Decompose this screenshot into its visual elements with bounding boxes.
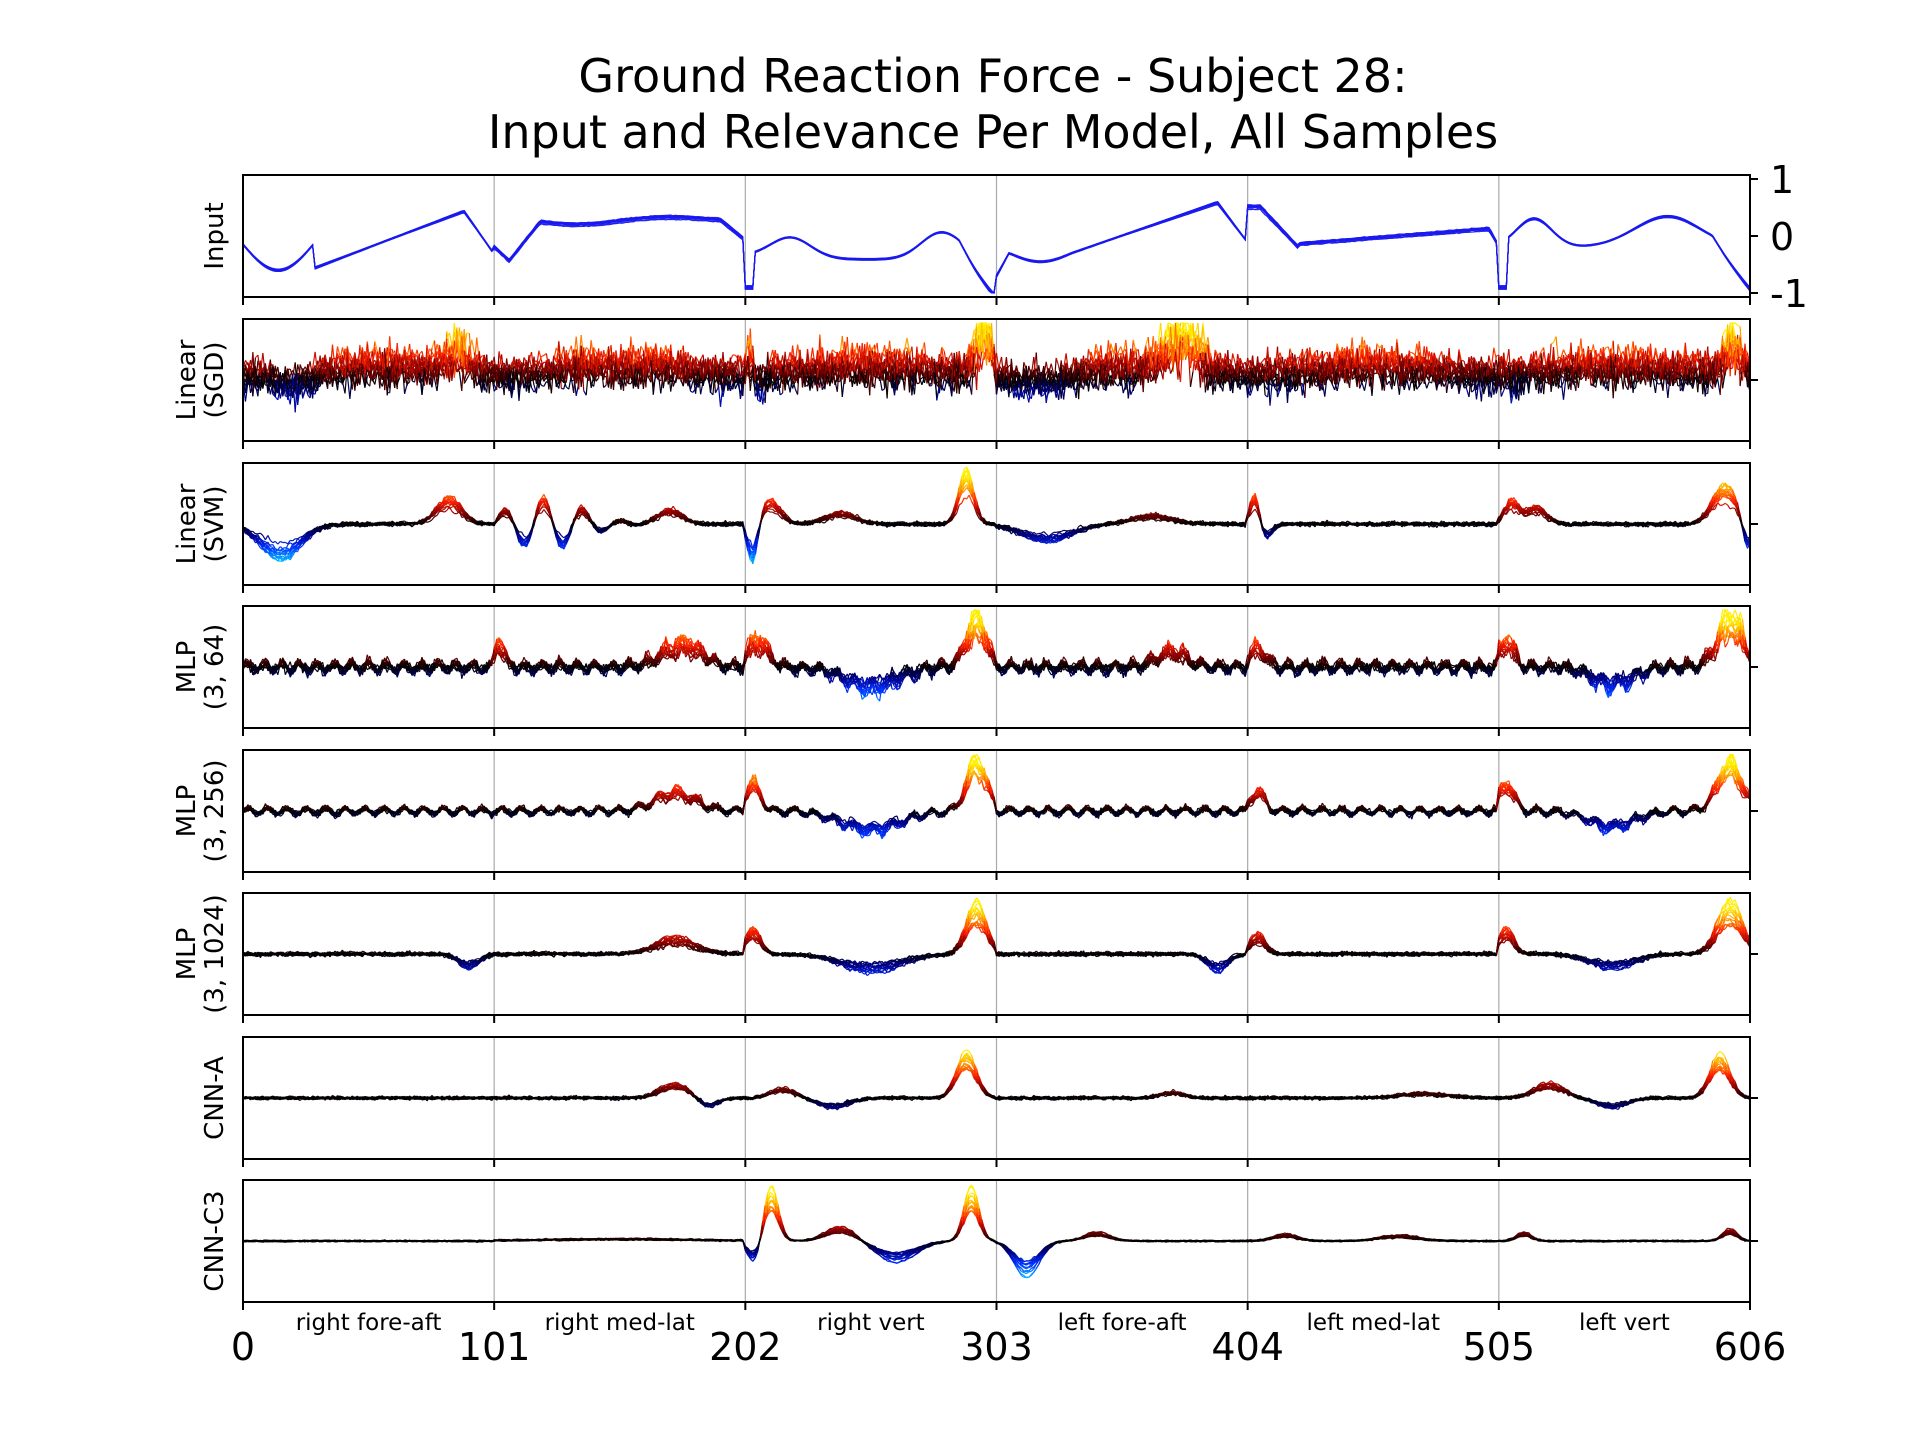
y-tick-label: 1	[1770, 158, 1794, 202]
relevance-segment	[532, 388, 535, 393]
relevance-segment	[1387, 376, 1390, 378]
panel-linear-sgd: Linear(SGD)	[172, 319, 1758, 449]
panel-label-input: Input	[200, 202, 230, 269]
panel-input: 1 0 -1 Input	[200, 158, 1808, 316]
chart-title-line-2: Input and Relevance Per Model, All Sampl…	[488, 105, 1498, 159]
y-tick-label: -1	[1770, 272, 1808, 316]
panel-label-line: Input	[200, 202, 230, 269]
chart-title-line-1: Ground Reaction Force - Subject 28:	[578, 49, 1407, 103]
relevance-segment	[467, 375, 470, 380]
relevance-segment	[691, 381, 694, 390]
relevance-segment	[347, 375, 350, 399]
y-tick-label: 0	[1770, 215, 1794, 259]
